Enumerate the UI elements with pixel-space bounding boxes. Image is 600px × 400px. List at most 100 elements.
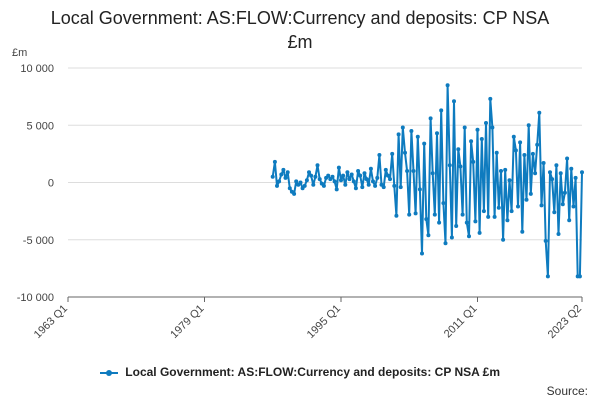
data-point xyxy=(375,175,380,180)
data-point xyxy=(550,177,555,182)
data-point xyxy=(484,121,488,125)
data-point xyxy=(494,150,499,155)
data-point xyxy=(277,179,282,184)
data-point xyxy=(356,169,361,173)
data-point xyxy=(413,211,418,216)
data-point xyxy=(530,151,535,156)
data-point xyxy=(524,197,529,202)
data-point xyxy=(394,213,399,218)
data-point xyxy=(298,180,303,185)
data-point xyxy=(471,159,476,164)
legend-series-label: Local Government: AS:FLOW:Currency and d… xyxy=(125,365,501,379)
legend[interactable]: Local Government: AS:FLOW:Currency and d… xyxy=(0,365,600,379)
data-point xyxy=(560,202,565,207)
data-point xyxy=(454,224,459,228)
data-point xyxy=(467,234,471,239)
data-point xyxy=(272,159,277,164)
data-point xyxy=(556,232,561,236)
data-point xyxy=(307,170,311,175)
data-point xyxy=(368,166,373,171)
data-point xyxy=(313,174,318,179)
data-point xyxy=(377,153,382,157)
data-point xyxy=(520,229,525,234)
data-point xyxy=(447,163,452,168)
data-point xyxy=(543,238,548,243)
x-tick-label: 2023 Q2 xyxy=(546,303,584,341)
data-point xyxy=(537,110,542,115)
data-point xyxy=(351,179,356,184)
x-tick-label: 1963 Q1 xyxy=(32,303,70,341)
data-point xyxy=(548,170,552,175)
data-point xyxy=(533,171,538,176)
data-point xyxy=(385,173,390,178)
data-point xyxy=(445,83,450,88)
data-point xyxy=(405,169,410,173)
data-point xyxy=(304,178,309,183)
data-point xyxy=(366,182,371,187)
data-point xyxy=(507,178,512,183)
data-point xyxy=(373,183,378,188)
data-point xyxy=(545,274,550,279)
data-point xyxy=(390,151,395,156)
data-point xyxy=(456,147,461,152)
data-point xyxy=(381,185,386,190)
data-point xyxy=(353,186,358,191)
data-point xyxy=(275,183,279,188)
data-point xyxy=(336,165,341,170)
data-point xyxy=(432,212,437,217)
x-tick-label: 2011 Q1 xyxy=(442,303,480,341)
data-point xyxy=(452,99,456,104)
data-point xyxy=(420,251,424,256)
data-point xyxy=(539,203,544,208)
data-point xyxy=(439,108,444,113)
data-point xyxy=(349,172,354,177)
data-point xyxy=(501,237,506,242)
data-point xyxy=(343,182,348,187)
data-point xyxy=(479,137,484,141)
data-point xyxy=(403,150,407,155)
data-point xyxy=(526,123,531,128)
chart-title: Local Government: AS:FLOW:Currency and d… xyxy=(50,8,550,52)
data-point xyxy=(541,161,546,165)
data-point xyxy=(558,171,563,176)
series-points-layer xyxy=(270,83,584,279)
data-point xyxy=(430,171,435,176)
data-point xyxy=(396,132,401,137)
data-point xyxy=(347,177,352,182)
data-point xyxy=(516,204,520,209)
data-point xyxy=(321,183,326,188)
data-point xyxy=(392,183,397,188)
data-point xyxy=(473,219,478,224)
data-point xyxy=(552,210,557,215)
y-tick-label: -10 000 xyxy=(17,292,54,304)
data-point xyxy=(535,142,540,147)
data-point xyxy=(383,167,388,172)
data-point xyxy=(475,127,480,132)
data-point xyxy=(481,209,486,214)
data-point xyxy=(309,173,314,178)
data-point xyxy=(415,134,420,139)
data-point xyxy=(511,134,516,139)
data-point xyxy=(509,209,514,214)
data-point xyxy=(400,125,405,130)
data-point xyxy=(518,140,523,145)
data-point xyxy=(317,177,322,182)
data-point xyxy=(513,148,518,153)
data-point xyxy=(409,129,414,133)
data-point xyxy=(522,153,527,157)
data-point xyxy=(364,177,369,182)
data-point xyxy=(339,178,343,183)
data-point xyxy=(283,175,288,180)
data-point xyxy=(477,230,482,235)
data-point xyxy=(285,170,290,175)
y-tick-label: -5 000 xyxy=(23,235,54,247)
source-label: Source: xyxy=(546,384,588,398)
data-point xyxy=(573,175,578,180)
data-point xyxy=(362,171,367,176)
data-point xyxy=(411,169,416,173)
x-tick-label: 1979 Q1 xyxy=(168,303,206,341)
data-point xyxy=(562,190,567,195)
data-point xyxy=(315,163,320,168)
data-point xyxy=(302,183,307,188)
